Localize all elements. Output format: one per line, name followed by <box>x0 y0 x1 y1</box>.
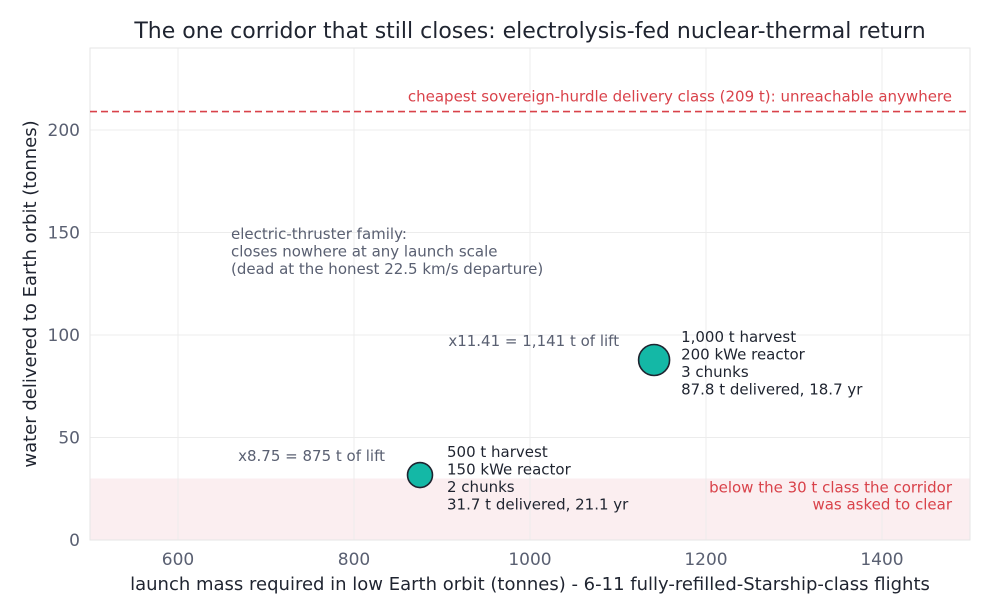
y-tick-label: 100 <box>48 326 80 346</box>
point-label-line: 31.7 t delivered, 21.1 yr <box>447 496 629 514</box>
x-tick-label: 1200 <box>684 550 727 570</box>
shaded-band-label: below the 30 t class the corridor <box>709 479 953 497</box>
point-multiplier-label: x8.75 = 875 t of lift <box>238 447 385 465</box>
point-label-line: 87.8 t delivered, 18.7 yr <box>681 381 863 399</box>
data-point <box>406 461 434 489</box>
x-axis-label: launch mass required in low Earth orbit … <box>130 574 930 595</box>
shaded-band-label: was asked to clear <box>812 496 952 514</box>
y-tick-label: 200 <box>48 121 80 141</box>
x-tick-label: 600 <box>162 550 194 570</box>
annotation-line: closes nowhere at any launch scale <box>231 243 497 261</box>
point-label-line: 2 chunks <box>447 478 515 496</box>
y-tick-label: 150 <box>48 224 80 244</box>
point-multiplier-label: x11.41 = 1,141 t of lift <box>448 332 619 350</box>
annotation-line: electric-thruster family: <box>231 225 407 243</box>
point-label-line: 200 kWe reactor <box>681 346 806 364</box>
y-axis-label: water delivered to Earth orbit (tonnes) <box>20 120 41 467</box>
point-label-line: 500 t harvest <box>447 443 548 461</box>
chart-title: The one corridor that still closes: elec… <box>133 19 925 44</box>
annotation-line: (dead at the honest 22.5 km/s departure) <box>231 260 543 278</box>
data-point <box>637 343 671 377</box>
reference-line-label: cheapest sovereign-hurdle delivery class… <box>408 88 952 106</box>
point-label-line: 150 kWe reactor <box>447 461 572 479</box>
x-tick-label: 800 <box>338 550 370 570</box>
x-tick-label: 1400 <box>860 550 903 570</box>
point-label-line: 1,000 t harvest <box>681 328 796 346</box>
plot-area: 600 800 1000 1200 1400 0 50 100 150 200 cheapest s… <box>48 47 971 570</box>
point-label-line: 3 chunks <box>681 363 749 381</box>
x-tick-label: 1000 <box>508 550 551 570</box>
y-tick-label: 0 <box>69 531 80 551</box>
y-tick-label: 50 <box>58 429 80 449</box>
plot-frame <box>89 47 971 541</box>
